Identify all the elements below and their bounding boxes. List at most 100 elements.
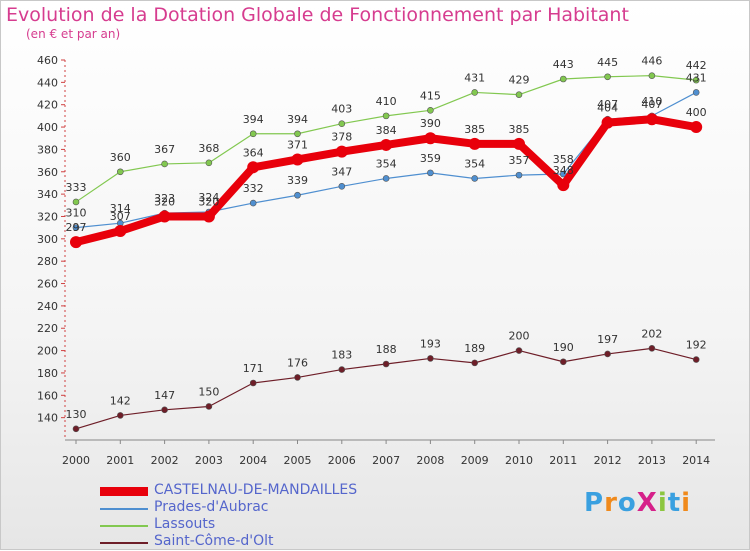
series-point [515,347,523,354]
y-tick-label: 380 [37,143,58,156]
series-point [247,161,260,174]
data-label: 358 [553,153,574,166]
y-tick-label: 300 [37,233,58,246]
series-point [690,121,703,134]
legend-item: Lassouts [100,516,420,534]
x-tick-label: 2000 [62,454,90,467]
data-label: 142 [110,394,131,407]
series-point [382,175,390,182]
y-tick-label: 420 [37,99,58,112]
series-point [471,89,479,96]
data-label: 320 [198,195,219,208]
series-point [117,412,124,419]
series-point [604,350,611,358]
series-point [648,72,656,79]
y-tick-label: 340 [37,188,58,201]
chart-axes: 140 160 180 200 220 240 260 280 300 320 340 360 380 4… [37,54,715,467]
series-point [382,112,390,120]
data-label: 320 [154,195,175,208]
data-label: 188 [376,343,397,356]
y-tick-label: 460 [37,54,58,67]
series-point [468,137,481,150]
data-label: 339 [287,174,308,187]
data-label: 332 [243,182,264,195]
y-tick-label: 280 [37,255,58,268]
data-label: 385 [509,123,530,136]
data-label: 197 [597,333,618,346]
x-tick-label: 2012 [594,454,622,467]
series-point [601,116,614,129]
data-label: 394 [243,113,264,126]
data-label: 410 [641,95,662,108]
data-label: 176 [287,356,308,369]
data-label: 443 [553,58,574,71]
legend-label: CASTELNAU-DE-MANDAILLES [154,482,358,498]
series-point [648,345,656,352]
data-label: 442 [686,59,707,72]
legend-label: Saint-Côme-d'Olt [154,533,274,549]
logo-letter: i [681,488,692,518]
logo-letter: o [617,488,637,518]
logo-letter: X [636,488,658,518]
data-label: 193 [420,337,441,350]
x-tick-label: 2011 [549,454,577,467]
data-label: 445 [597,56,618,69]
data-label: 385 [464,123,485,136]
x-tick-label: 2006 [328,454,356,467]
data-label: 200 [509,330,530,343]
y-tick-label: 140 [37,412,58,425]
x-tick-label: 2005 [284,454,312,467]
series-point [72,425,80,433]
data-label: 171 [243,362,264,375]
legend-label: Lassouts [154,516,216,532]
series-point [559,170,567,178]
series-2 [72,72,700,206]
series-point [515,91,523,98]
legend-item: Prades-d'Aubrac [100,499,420,517]
legend-item: Saint-Côme-d'Olt [100,533,420,551]
data-label: 415 [420,89,441,102]
data-label: 371 [287,138,308,151]
series-point [249,130,257,138]
series-point [158,210,171,223]
data-label: 407 [641,98,662,111]
chart-subtitle: (en € et par an) [26,27,121,41]
data-label: 333 [66,181,87,194]
series-point [294,130,301,138]
data-label: 410 [376,95,397,108]
series-point [692,89,700,96]
logo-letter: i [657,488,668,518]
series-point [117,168,124,176]
data-label: 378 [331,131,352,144]
legend: CASTELNAU-DE-MANDAILLES Prades-d'Aubrac La… [100,482,420,551]
series-point [559,358,567,366]
series-point [692,76,700,84]
series-point [338,182,346,190]
y-tick-label: 160 [37,389,58,402]
data-label: 364 [243,146,264,159]
data-label: 368 [198,142,219,155]
series-point [645,113,658,126]
series-point [205,403,213,410]
series-point [161,406,168,414]
series-point [424,132,437,145]
series-point [338,366,346,373]
series-point [72,198,80,206]
series-point [294,191,301,199]
x-tick-label: 2013 [638,454,666,467]
data-label: 403 [331,103,352,116]
legend-swatch [100,487,148,496]
series-point [114,225,127,237]
y-tick-label: 440 [37,76,58,89]
data-label: 323 [154,192,175,205]
data-label: 404 [597,102,618,115]
series-point [291,153,304,166]
legend-swatch [100,525,148,527]
y-tick-label: 200 [37,345,58,358]
data-label: 202 [641,327,662,340]
logo-letter: P [584,488,605,518]
data-label: 192 [686,339,707,352]
